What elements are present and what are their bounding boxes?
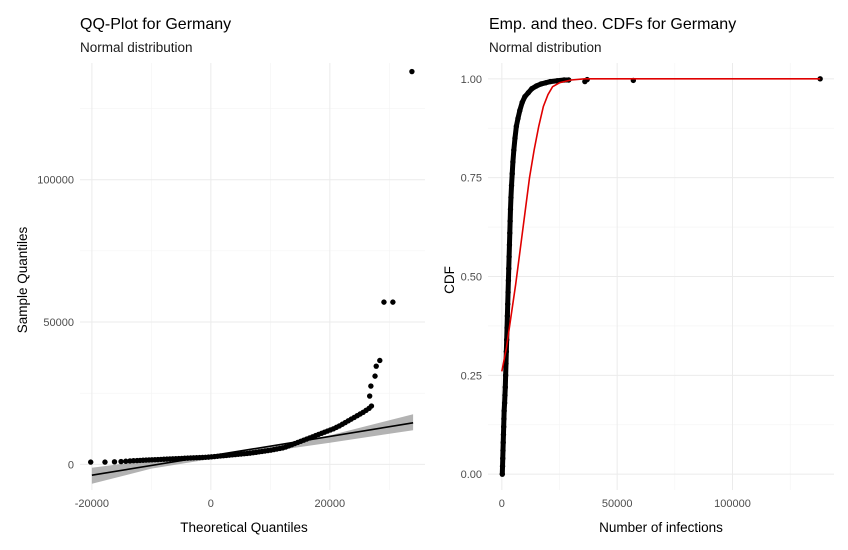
cdf-plot-panel: 0 50000 100000 0.00 0.25 0.50 0.75 1.00 bbox=[461, 63, 834, 510]
cdf-y-tick-label: 0.00 bbox=[461, 469, 482, 481]
qq-x-tick-label: -20000 bbox=[75, 498, 109, 510]
qq-data-point bbox=[368, 383, 374, 389]
qq-data-point bbox=[381, 299, 387, 305]
qq-plot-title: QQ-Plot for Germany bbox=[80, 16, 231, 33]
qq-data-point bbox=[102, 459, 108, 465]
qq-x-tick-label: 20000 bbox=[315, 498, 346, 510]
cdf-y-tick-label: 0.50 bbox=[461, 272, 482, 284]
cdf-y-tick-label: 0.75 bbox=[461, 173, 482, 185]
qq-data-point bbox=[118, 458, 124, 465]
cdf-plot-title: Emp. and theo. CDFs for Germany bbox=[489, 16, 736, 33]
qq-data-point bbox=[368, 403, 375, 409]
qq-data-point bbox=[88, 459, 94, 465]
qq-data-point bbox=[366, 393, 373, 399]
cdf-x-tick-label: 100000 bbox=[714, 498, 751, 510]
qq-data-point bbox=[409, 68, 415, 75]
cdf-y-axis-title: CDF bbox=[442, 266, 457, 294]
qq-plot-subtitle: Normal distribution bbox=[80, 40, 193, 55]
cdf-y-tick-label: 0.25 bbox=[461, 370, 482, 382]
qq-plot-panel: -20000 0 20000 0 50000 100000 bbox=[37, 63, 425, 510]
qq-data-point bbox=[111, 459, 118, 465]
qq-x-tick-label: 0 bbox=[208, 498, 214, 510]
qq-y-tick-label: 0 bbox=[68, 459, 74, 471]
qq-data-point bbox=[377, 357, 383, 364]
cdf-x-tick-label: 0 bbox=[499, 498, 505, 510]
qq-y-tick-label: 50000 bbox=[43, 317, 74, 329]
qq-y-axis-title: Sample Quantiles bbox=[15, 226, 30, 333]
cdf-x-tick-label: 50000 bbox=[602, 498, 633, 510]
qq-data-point bbox=[390, 299, 396, 305]
qq-data-point bbox=[373, 363, 379, 369]
qq-points bbox=[88, 68, 415, 465]
cdf-empirical-curve bbox=[499, 77, 572, 477]
qq-data-point bbox=[372, 373, 378, 379]
qq-gridlines bbox=[80, 63, 425, 490]
qq-reference-line bbox=[91, 422, 414, 476]
qq-y-tick-label: 100000 bbox=[37, 175, 74, 187]
cdf-theoretical-line bbox=[501, 78, 821, 372]
cdf-x-axis-title: Number of infections bbox=[599, 520, 723, 535]
cdf-y-tick-label: 1.00 bbox=[461, 74, 482, 86]
cdf-plot-subtitle: Normal distribution bbox=[489, 40, 602, 55]
cdf-gridlines bbox=[488, 63, 834, 490]
qq-data-point bbox=[123, 458, 129, 464]
qq-x-axis-title: Theoretical Quantiles bbox=[180, 520, 308, 535]
